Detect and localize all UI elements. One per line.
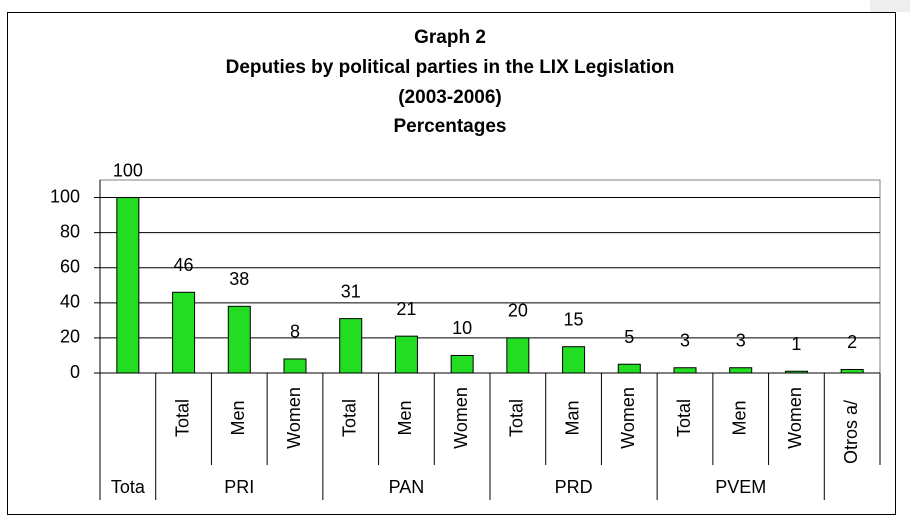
x-tick-label: Women: [451, 387, 471, 449]
data-label: 46: [174, 255, 194, 275]
bar: [339, 318, 363, 374]
x-tick-label: Total: [674, 399, 694, 437]
bar: [784, 370, 808, 374]
data-label: 3: [680, 330, 690, 350]
y-tick-label: 80: [60, 221, 80, 241]
group-label: PRD: [555, 477, 593, 497]
x-tick-label: Women: [284, 387, 304, 449]
data-label: 10: [452, 318, 472, 338]
data-label: 1: [791, 334, 801, 354]
data-label: 100: [113, 160, 143, 180]
y-tick-label: 20: [60, 327, 80, 347]
chart-title: (2003-2006): [398, 87, 502, 108]
group-label: PRI: [224, 477, 254, 497]
y-tick-label: 100: [50, 186, 80, 206]
bar: [450, 354, 474, 374]
bar: [562, 346, 586, 374]
data-label: 2: [847, 332, 857, 352]
x-tick-label: Total: [172, 399, 192, 437]
chart-title: Percentages: [393, 116, 506, 137]
x-tick-label: Men: [729, 400, 749, 435]
x-tick-label: Man: [562, 400, 582, 435]
data-label: 21: [396, 299, 416, 319]
bar: [283, 358, 307, 374]
y-tick-label: 60: [60, 256, 80, 276]
y-tick-label: 40: [60, 292, 80, 312]
data-label: 31: [341, 281, 361, 301]
data-label: 5: [624, 327, 634, 347]
x-tick-label: Women: [618, 387, 638, 449]
data-label: 3: [736, 330, 746, 350]
bar: [506, 337, 530, 374]
group-label: PVEM: [715, 477, 766, 497]
side-strip: [870, 0, 910, 12]
bar: [172, 291, 196, 374]
y-tick-label: 0: [70, 362, 80, 382]
bar: [729, 367, 753, 374]
bar: [227, 305, 251, 374]
bar: [116, 197, 140, 374]
data-label: 38: [229, 269, 249, 289]
chart-title: Deputies by political parties in the LIX…: [226, 57, 675, 78]
bar: [673, 367, 697, 374]
bar: [617, 363, 641, 374]
group-label: Tota: [111, 477, 146, 497]
x-tick-label: Women: [785, 387, 805, 449]
data-label: 20: [508, 301, 528, 321]
group-label: PAN: [389, 477, 425, 497]
bar: [840, 368, 864, 374]
chart-title: Graph 2: [414, 27, 486, 48]
data-label: 8: [290, 322, 300, 342]
plot-area: [99, 179, 881, 374]
data-label: 15: [564, 309, 584, 329]
x-tick-label: Total: [507, 399, 527, 437]
x-tick-label: Men: [395, 400, 415, 435]
bar: [394, 335, 418, 374]
x-tick-label: Otros a/: [841, 400, 861, 464]
x-tick-label: Men: [228, 400, 248, 435]
x-tick-label: Total: [339, 399, 359, 437]
